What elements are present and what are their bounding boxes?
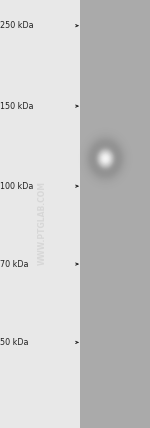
Text: 250 kDa: 250 kDa <box>0 21 34 30</box>
Text: WWW.PTGLAB.COM: WWW.PTGLAB.COM <box>38 181 46 265</box>
Text: 70 kDa: 70 kDa <box>0 259 28 269</box>
Text: 150 kDa: 150 kDa <box>0 101 33 111</box>
Text: 50 kDa: 50 kDa <box>0 338 28 347</box>
Text: 100 kDa: 100 kDa <box>0 181 33 191</box>
Bar <box>80 0 150 428</box>
